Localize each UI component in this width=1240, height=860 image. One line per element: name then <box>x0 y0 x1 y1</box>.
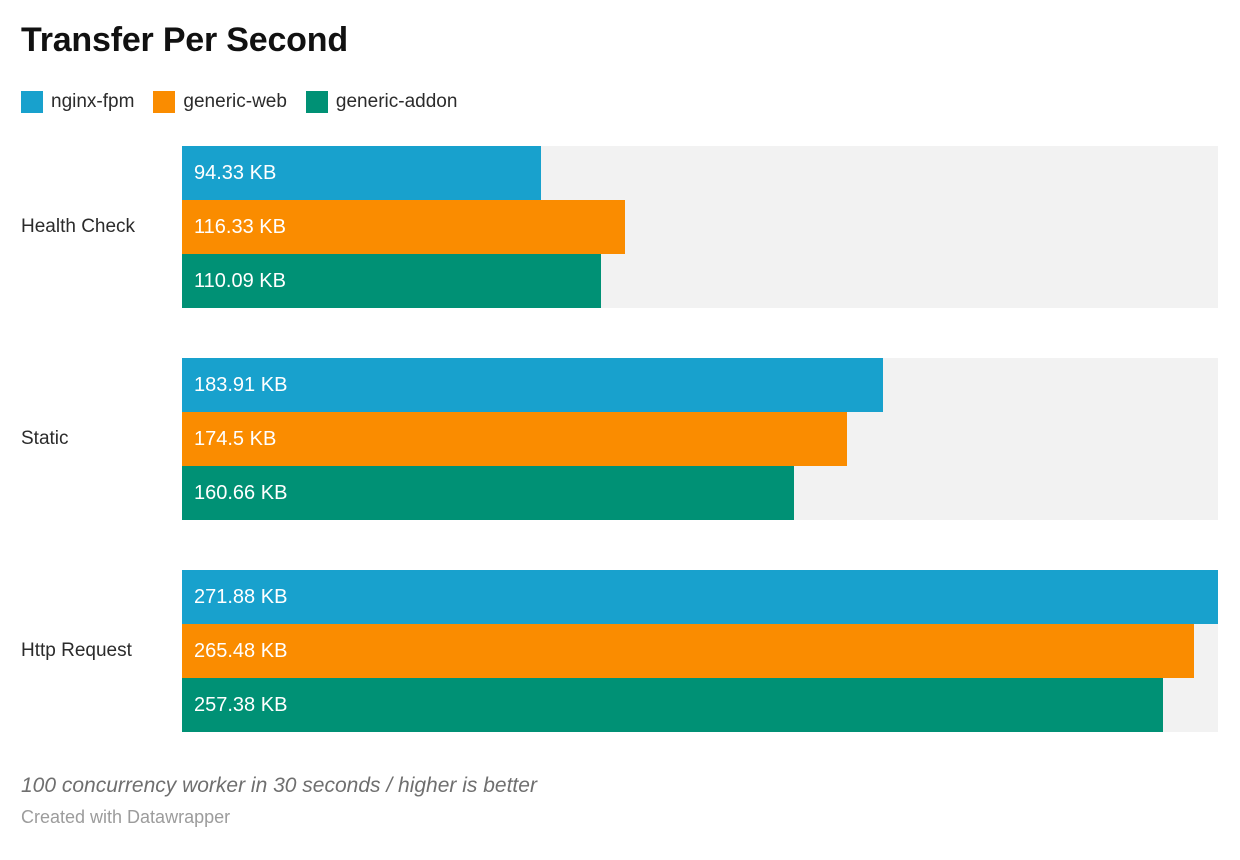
bar-track: 257.38 KB <box>182 678 1218 733</box>
legend: nginx-fpm generic-web generic-addon <box>21 91 1218 114</box>
chart-title: Transfer Per Second <box>21 21 348 59</box>
bar-generic-addon: 160.66 KB <box>182 466 795 521</box>
bar-track: 183.91 KB <box>182 358 1218 413</box>
category-label: Http Request <box>21 640 132 662</box>
bar-group-static: Static 183.91 KB 174.5 KB 160.66 KB <box>21 358 1218 521</box>
bar-nginx-fpm: 94.33 KB <box>182 146 542 201</box>
legend-swatch-icon <box>21 91 43 114</box>
bar-stack: 271.88 KB 265.48 KB 257.38 KB <box>182 570 1218 733</box>
bar-value-label: 110.09 KB <box>194 269 286 292</box>
bar-generic-addon: 257.38 KB <box>182 678 1163 733</box>
legend-label: generic-web <box>183 91 287 113</box>
bar-generic-web: 265.48 KB <box>182 624 1194 679</box>
bar-generic-web: 174.5 KB <box>182 412 847 467</box>
bar-chart: Health Check 94.33 KB 116.33 KB 110.09 KB St… <box>21 146 1218 733</box>
bar-value-label: 271.88 KB <box>194 585 288 608</box>
bar-track: 94.33 KB <box>182 146 1218 201</box>
legend-swatch-icon <box>305 91 328 114</box>
legend-swatch-icon <box>153 91 176 114</box>
legend-label: generic-addon <box>335 91 458 113</box>
legend-item-generic-addon: generic-addon <box>305 91 458 114</box>
bar-generic-addon: 110.09 KB <box>182 254 602 309</box>
bar-value-label: 94.33 KB <box>194 161 277 184</box>
bar-stack: 183.91 KB 174.5 KB 160.66 KB <box>182 358 1218 521</box>
legend-item-generic-web: generic-web <box>153 91 287 114</box>
bar-track: 265.48 KB <box>182 624 1218 679</box>
bar-value-label: 183.91 KB <box>194 373 288 396</box>
bar-track: 271.88 KB <box>182 570 1218 625</box>
bar-value-label: 116.33 KB <box>194 215 286 238</box>
bar-nginx-fpm: 271.88 KB <box>182 570 1218 625</box>
bar-track: 174.5 KB <box>182 412 1218 467</box>
bar-nginx-fpm: 183.91 KB <box>182 358 883 413</box>
bar-value-label: 257.38 KB <box>194 693 288 716</box>
chart-note: 100 concurrency worker in 30 seconds / h… <box>21 774 537 798</box>
bar-track: 116.33 KB <box>182 200 1218 255</box>
bar-track: 160.66 KB <box>182 466 1218 521</box>
bar-stack: 94.33 KB 116.33 KB 110.09 KB <box>182 146 1218 309</box>
category-label: Static <box>21 428 69 450</box>
legend-label: nginx-fpm <box>51 91 135 113</box>
category-label: Health Check <box>21 216 136 238</box>
datawrapper-attribution-link[interactable]: Created with Datawrapper <box>21 807 231 828</box>
bar-value-label: 160.66 KB <box>194 481 288 504</box>
legend-item-nginx-fpm: nginx-fpm <box>21 91 135 114</box>
bar-group-health-check: Health Check 94.33 KB 116.33 KB 110.09 KB <box>21 146 1218 309</box>
bar-track: 110.09 KB <box>182 254 1218 309</box>
bar-group-http-request: Http Request 271.88 KB 265.48 KB 257.38 KB <box>21 570 1218 733</box>
bar-value-label: 265.48 KB <box>194 639 288 662</box>
bar-generic-web: 116.33 KB <box>182 200 626 255</box>
bar-value-label: 174.5 KB <box>194 427 277 450</box>
